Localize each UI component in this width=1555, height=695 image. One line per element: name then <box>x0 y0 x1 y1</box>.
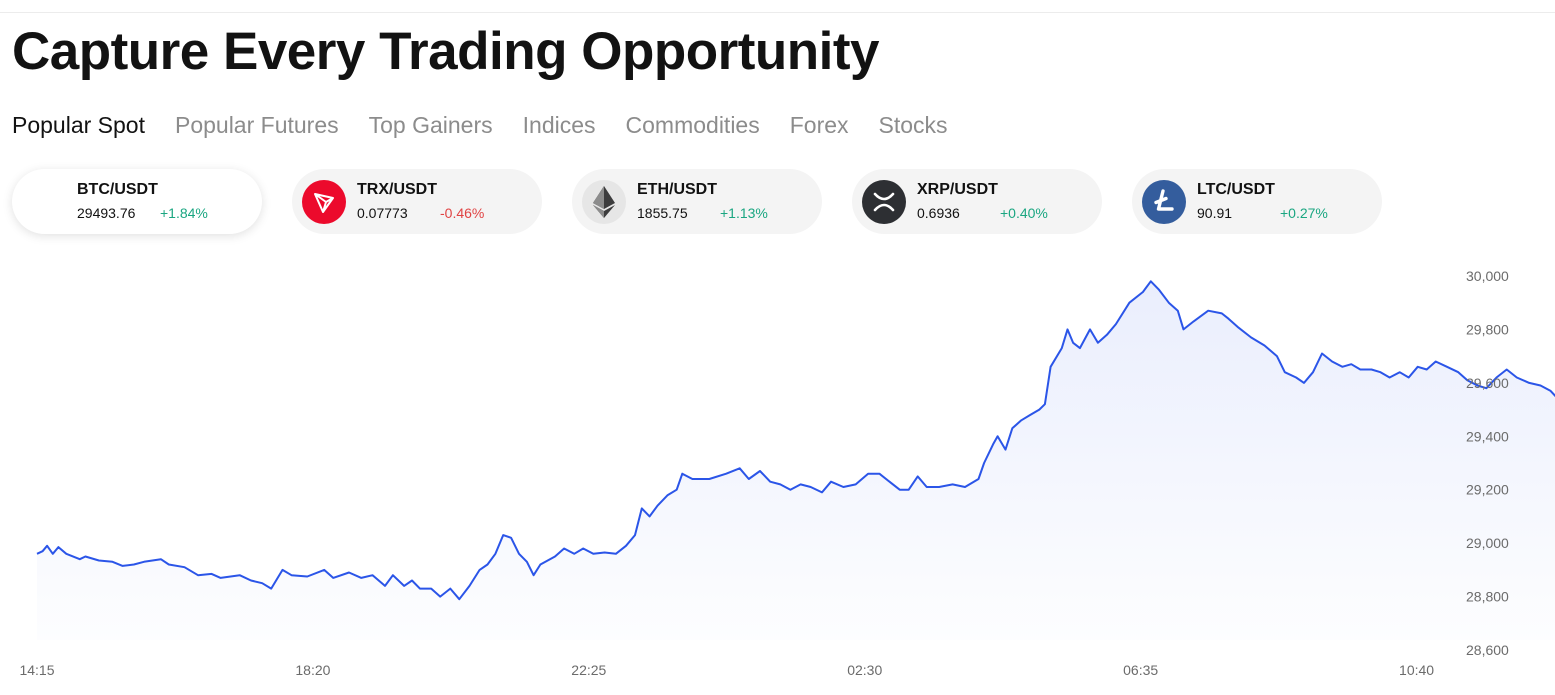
ticker-change: +1.13% <box>720 205 768 221</box>
tab-commodities[interactable]: Commodities <box>625 112 760 138</box>
price-chart[interactable]: 28,600 28,800 29,000 29,200 29,400 29,600 29,8… <box>0 250 1555 695</box>
ticker-change: +0.27% <box>1280 205 1328 221</box>
trx-icon <box>302 180 346 224</box>
x-tick-label: 10:40 <box>1399 662 1434 678</box>
eth-icon <box>582 180 626 224</box>
tab-indices[interactable]: Indices <box>522 112 596 138</box>
ticker-card-trx[interactable]: TRX/USDT 0.07773 -0.46% <box>292 169 542 234</box>
y-tick-label: 30,000 <box>1466 268 1509 284</box>
x-tick-label: 18:20 <box>295 662 330 678</box>
ticker-price: 0.6936 <box>917 205 960 221</box>
ticker-card-ltc[interactable]: LTC/USDT 90.91 +0.27% <box>1132 169 1382 234</box>
x-tick-label: 22:25 <box>571 662 606 678</box>
y-tick-label: 29,600 <box>1466 375 1509 391</box>
ticker-price: 1855.75 <box>637 205 688 221</box>
ticker-pair: LTC/USDT <box>1197 181 1275 198</box>
ticker-change: -0.46% <box>440 205 485 221</box>
y-tick-label: 29,800 <box>1466 321 1509 337</box>
x-tick-label: 02:30 <box>847 662 882 678</box>
ticker-card-eth[interactable]: ETH/USDT 1855.75 +1.13% <box>572 169 822 234</box>
tab-stocks[interactable]: Stocks <box>878 112 948 138</box>
ticker-card-xrp[interactable]: XRP/USDT 0.6936 +0.40% <box>852 169 1102 234</box>
y-tick-label: 29,000 <box>1466 535 1509 551</box>
ticker-pair: XRP/USDT <box>917 181 998 198</box>
y-tick-label: 29,400 <box>1466 428 1509 444</box>
top-divider <box>0 12 1555 13</box>
y-tick-label: 28,800 <box>1466 589 1509 605</box>
ticker-price: 90.91 <box>1197 205 1233 221</box>
ticker-change: +1.84% <box>160 205 208 221</box>
tab-forex[interactable]: Forex <box>789 112 849 138</box>
price-area-fill <box>37 281 1555 640</box>
tab-popular-spot[interactable]: Popular Spot <box>12 112 145 138</box>
ticker-card-btc[interactable]: BTC/USDT 29493.76 +1.84% <box>12 169 262 234</box>
price-line <box>36 280 1555 601</box>
y-tick-label: 28,600 <box>1466 642 1509 658</box>
tab-top-gainers[interactable]: Top Gainers <box>368 112 493 138</box>
ticker-price: 0.07773 <box>357 205 408 221</box>
y-axis: 28,600 28,800 29,000 29,200 29,400 29,600 29,8… <box>1466 268 1509 658</box>
ticker-pair: BTC/USDT <box>77 181 158 198</box>
xrp-icon <box>862 180 906 224</box>
page-title: Capture Every Trading Opportunity <box>12 22 879 81</box>
y-tick-label: 29,200 <box>1466 482 1509 498</box>
ticker-list: BTC/USDT 29493.76 +1.84% TRX/USDT 0.0777… <box>12 169 1382 234</box>
x-tick-label: 14:15 <box>19 662 54 678</box>
x-tick-label: 06:35 <box>1123 662 1158 678</box>
ltc-icon <box>1142 180 1186 224</box>
ticker-price: 29493.76 <box>77 205 136 221</box>
tab-popular-futures[interactable]: Popular Futures <box>174 112 339 138</box>
market-tabs: Popular Spot Popular Futures Top Gainers… <box>12 110 948 140</box>
x-axis: 14:15 18:20 22:25 02:30 06:35 10:40 <box>19 662 1434 678</box>
ticker-pair: ETH/USDT <box>637 181 717 198</box>
ticker-change: +0.40% <box>1000 205 1048 221</box>
ticker-pair: TRX/USDT <box>357 181 437 198</box>
